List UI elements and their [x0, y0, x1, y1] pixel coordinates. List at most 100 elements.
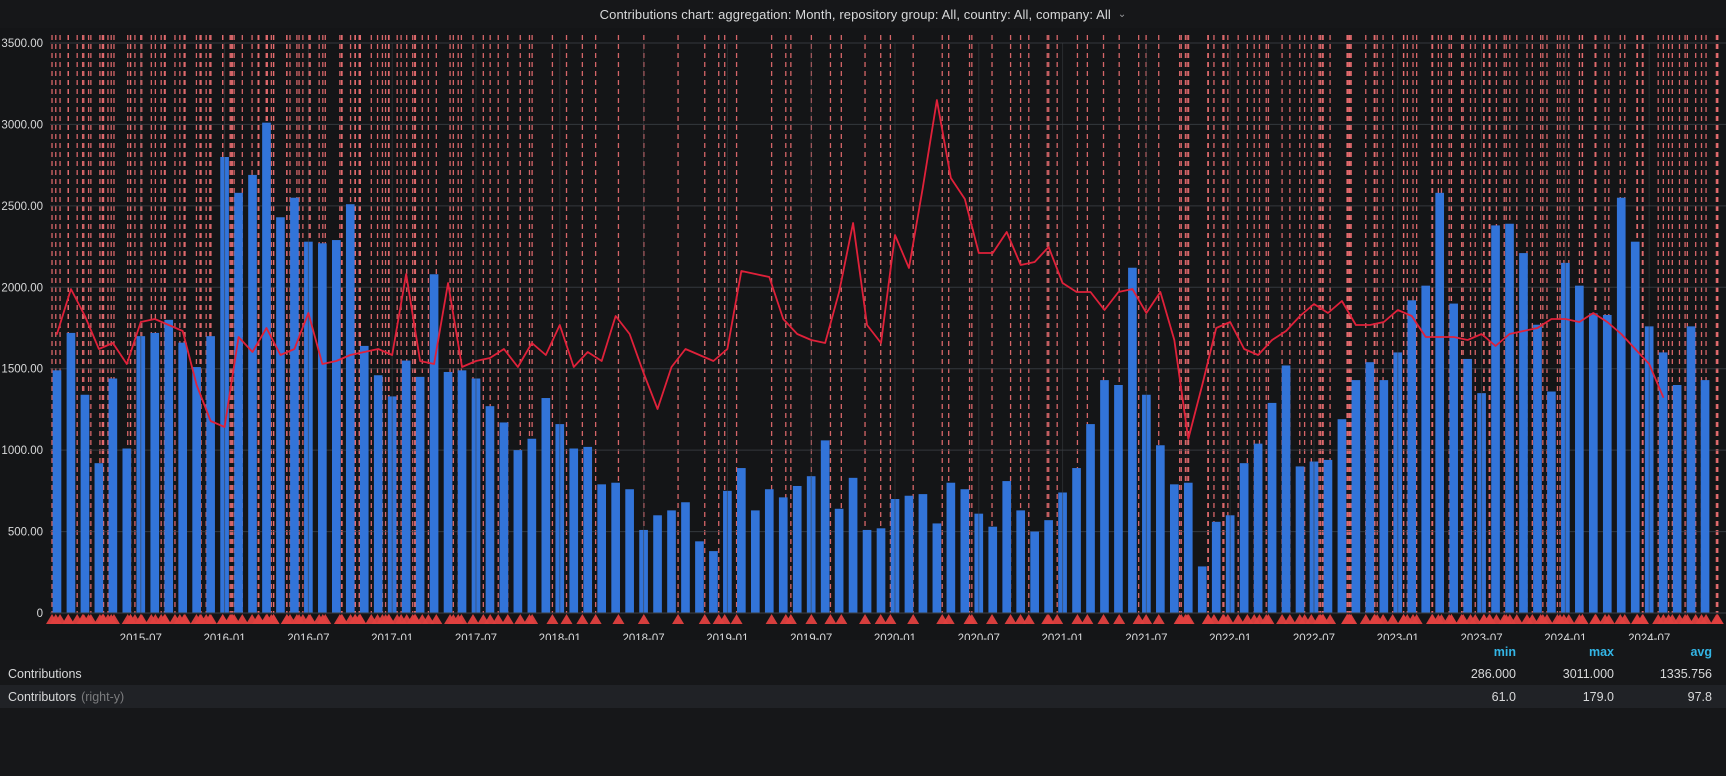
- bar[interactable]: [178, 342, 188, 613]
- bar[interactable]: [597, 484, 607, 613]
- bar[interactable]: [1365, 362, 1375, 613]
- bar[interactable]: [1016, 510, 1026, 613]
- bar[interactable]: [80, 394, 90, 613]
- bar[interactable]: [1463, 358, 1472, 613]
- bar[interactable]: [1588, 313, 1598, 613]
- bar[interactable]: [1211, 521, 1221, 613]
- bar[interactable]: [681, 502, 690, 613]
- bar[interactable]: [1672, 385, 1682, 613]
- bar[interactable]: [932, 523, 942, 613]
- line-series-contributors[interactable]: [56, 99, 1665, 440]
- bar[interactable]: [1630, 241, 1640, 613]
- stat-header-max[interactable]: max: [1588, 644, 1614, 659]
- bar[interactable]: [1519, 253, 1528, 613]
- bar[interactable]: [164, 319, 174, 613]
- bar[interactable]: [1337, 419, 1347, 613]
- bar[interactable]: [262, 122, 271, 613]
- bar[interactable]: [248, 174, 257, 613]
- bar[interactable]: [834, 508, 844, 613]
- bar[interactable]: [946, 482, 956, 613]
- bar[interactable]: [499, 422, 509, 613]
- bar[interactable]: [1044, 520, 1053, 613]
- bar[interactable]: [764, 489, 774, 613]
- bar[interactable]: [457, 370, 467, 613]
- bar[interactable]: [1351, 380, 1361, 613]
- bar[interactable]: [1128, 267, 1137, 613]
- bar[interactable]: [1379, 380, 1389, 613]
- bar[interactable]: [108, 378, 118, 613]
- bar[interactable]: [750, 510, 760, 613]
- bar[interactable]: [1239, 463, 1249, 613]
- bar[interactable]: [485, 406, 495, 613]
- bar[interactable]: [1295, 466, 1305, 613]
- bar[interactable]: [1197, 566, 1207, 613]
- bar[interactable]: [1533, 324, 1542, 613]
- bar[interactable]: [1072, 468, 1081, 613]
- bar[interactable]: [1100, 380, 1109, 613]
- bar[interactable]: [1435, 192, 1445, 613]
- bar[interactable]: [625, 489, 634, 613]
- legend-row-contributions[interactable]: Contributions 286.000 3011.000 1335.756: [0, 662, 1726, 685]
- bar[interactable]: [667, 510, 676, 613]
- bar[interactable]: [1421, 285, 1431, 613]
- bar[interactable]: [918, 494, 928, 613]
- bar[interactable]: [513, 450, 523, 613]
- bar[interactable]: [52, 370, 62, 613]
- bar[interactable]: [1449, 303, 1458, 613]
- bar[interactable]: [192, 367, 201, 613]
- bar[interactable]: [443, 371, 453, 613]
- bar[interactable]: [1547, 391, 1556, 613]
- bar[interactable]: [1114, 385, 1123, 613]
- bar[interactable]: [1602, 314, 1612, 613]
- bar[interactable]: [1658, 352, 1668, 613]
- bar[interactable]: [345, 204, 355, 614]
- bar[interactable]: [122, 448, 132, 613]
- bar[interactable]: [904, 495, 914, 613]
- bar[interactable]: [276, 217, 285, 613]
- bar[interactable]: [401, 360, 411, 613]
- legend-series-name[interactable]: Contributions: [8, 666, 82, 681]
- bar[interactable]: [583, 446, 593, 613]
- bar[interactable]: [1253, 443, 1263, 613]
- bar[interactable]: [1616, 197, 1626, 613]
- bar[interactable]: [206, 336, 215, 613]
- bar[interactable]: [429, 274, 439, 613]
- bar[interactable]: [1281, 365, 1291, 613]
- bar[interactable]: [1267, 402, 1277, 613]
- bar[interactable]: [820, 440, 830, 613]
- bar[interactable]: [1086, 424, 1095, 613]
- bar[interactable]: [611, 482, 620, 613]
- bar[interactable]: [66, 332, 76, 613]
- bar[interactable]: [848, 477, 858, 613]
- bar[interactable]: [709, 551, 718, 613]
- panel-title[interactable]: Contributions chart: aggregation: Month,…: [599, 6, 1111, 22]
- bar[interactable]: [359, 345, 369, 613]
- bar[interactable]: [373, 375, 383, 613]
- bar[interactable]: [1407, 300, 1417, 613]
- stat-header-avg[interactable]: avg: [1690, 644, 1712, 659]
- bar[interactable]: [862, 529, 872, 613]
- legend-row-contributors[interactable]: Contributors (right-y) 61.0 179.0 97.8: [0, 685, 1726, 708]
- bar[interactable]: [876, 528, 886, 613]
- bar[interactable]: [541, 398, 551, 613]
- bar[interactable]: [1686, 326, 1696, 613]
- bar[interactable]: [1030, 531, 1039, 613]
- bar[interactable]: [988, 526, 998, 613]
- bar[interactable]: [1700, 380, 1710, 613]
- bar[interactable]: [1156, 445, 1165, 613]
- bar[interactable]: [792, 485, 802, 613]
- legend-series-name[interactable]: Contributors: [8, 689, 77, 704]
- bar[interactable]: [737, 468, 746, 613]
- bar[interactable]: [695, 541, 704, 613]
- bar[interactable]: [415, 376, 425, 613]
- bar[interactable]: [94, 463, 104, 613]
- bar[interactable]: [1002, 481, 1012, 613]
- stat-header-min[interactable]: min: [1493, 644, 1516, 659]
- chart-plot-area[interactable]: 0 500.00 1000.00 1500.00 2000.00 2500.00 3000.…: [0, 28, 1726, 640]
- bar[interactable]: [1505, 223, 1514, 613]
- bar[interactable]: [1169, 484, 1179, 613]
- chevron-down-icon[interactable]: ⌄: [1117, 9, 1127, 20]
- bar[interactable]: [1491, 225, 1500, 613]
- bar[interactable]: [778, 497, 788, 613]
- bar[interactable]: [234, 192, 243, 613]
